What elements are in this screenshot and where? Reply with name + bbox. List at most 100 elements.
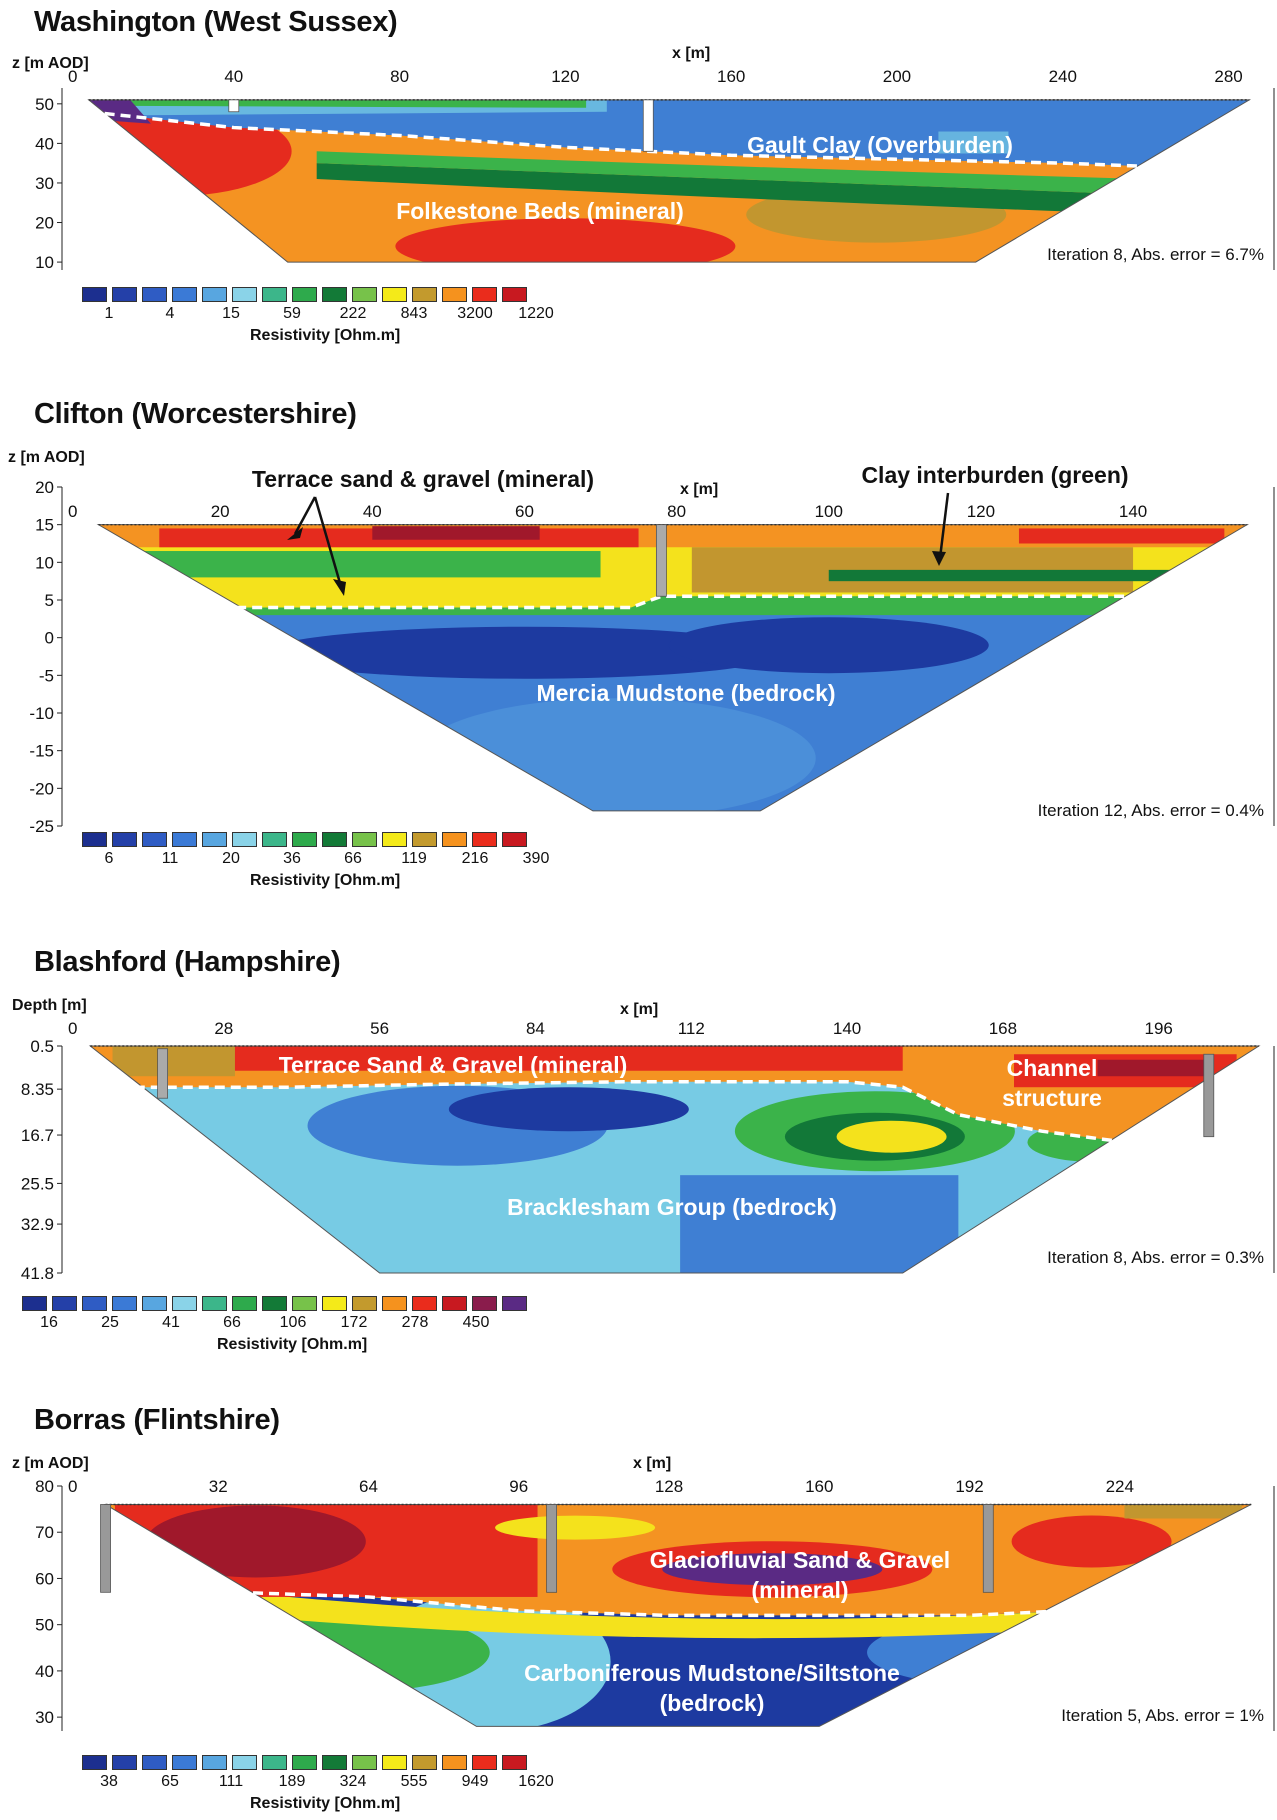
legend-label: 36 [283, 850, 301, 867]
legend-swatch [502, 1296, 527, 1311]
legend-swatch [142, 1296, 167, 1311]
gravel-zone [836, 1120, 947, 1153]
legend-swatch [262, 1755, 287, 1770]
legend-label: 20 [222, 850, 240, 867]
y-axis-label: z [m AOD] [8, 449, 85, 466]
moderate-resistivity-zone [1124, 1504, 1242, 1519]
annotation-channel-line1: Channel [1007, 1055, 1098, 1081]
y-tick-label: 8.35 [21, 1080, 54, 1099]
legend-swatch [322, 1296, 347, 1311]
panel-title: Borras (Flintshire) [34, 1404, 280, 1436]
near-surface-band [101, 99, 587, 108]
low-resistivity-zone [448, 1087, 689, 1132]
x-axis-label: x [m] [672, 45, 711, 62]
borehole-marker [655, 524, 667, 597]
legend-title: Resistivity [Ohm.m] [250, 1795, 401, 1812]
transition-band [220, 596, 1210, 616]
y-tick-label: 60 [35, 1569, 54, 1588]
x-tick-label: 128 [655, 1477, 683, 1496]
legend-swatch [472, 287, 497, 302]
annotation-mercia-mudstone: Mercia Mudstone (bedrock) [536, 680, 835, 706]
x-tick-label: 20 [211, 502, 230, 521]
color-legend: 6 11 20 36 66 119 216 390 Resistivity [Ohm.m] [82, 832, 549, 890]
annotation-bracklesham-group: Bracklesham Group (bedrock) [507, 1194, 837, 1220]
borehole-marker [100, 1504, 111, 1593]
y-tick-label: 50 [35, 1616, 54, 1635]
legend-label: 41 [162, 1314, 180, 1331]
arrow-line [938, 492, 950, 559]
legend-swatch [202, 1296, 227, 1311]
legend-swatch [262, 832, 287, 847]
legend-swatch [442, 1296, 467, 1311]
resistivity-section-washington: 50 40 30 20 10 0 40 80 120 160 200 240 280 Iteration … [35, 67, 1275, 272]
y-tick-label: 0 [45, 629, 54, 648]
annotation-terrace-sand-gravel: Terrace Sand & Gravel (mineral) [279, 1052, 628, 1078]
borehole-marker [982, 1504, 994, 1593]
high-resistivity-zone [179, 1046, 903, 1071]
y-tick-label: -20 [29, 779, 54, 798]
y-tick-label: -10 [29, 704, 54, 723]
legend-swatch [232, 287, 257, 302]
borehole-marker [157, 1048, 169, 1099]
high-resistivity-zone [1018, 528, 1225, 544]
legend-swatch [292, 1755, 317, 1770]
legend-label: 1620 [518, 1773, 554, 1790]
very-high-resistivity-zone [1097, 1059, 1209, 1077]
legend-label: 450 [462, 1314, 490, 1331]
annotation-gault-clay: Gault Clay (Overburden) [747, 132, 1013, 158]
color-legend: 38 65 111 189 324 555 949 1620 Resistivity [Ohm.… [82, 1755, 554, 1813]
iteration-note: Iteration 5, Abs. error = 1% [1061, 1706, 1264, 1725]
legend-swatch [82, 832, 107, 847]
legend-swatch [412, 287, 437, 302]
y-tick-label: 32.9 [21, 1215, 54, 1234]
legend-swatch [322, 287, 347, 302]
low-resistivity-zone [264, 626, 785, 679]
y-tick-label: 10 [35, 253, 54, 272]
x-tick-label: 32 [209, 1477, 228, 1496]
legend-title: Resistivity [Ohm.m] [217, 1336, 368, 1353]
x-tick-label: 120 [551, 67, 579, 86]
legend-swatch [382, 1755, 407, 1770]
legend-label: 222 [339, 305, 367, 322]
x-tick-label: 0 [68, 1477, 77, 1496]
clay-interburden [128, 551, 601, 578]
x-tick-label: 168 [989, 1019, 1017, 1038]
legend-swatch [472, 1296, 497, 1311]
legend-swatch [382, 287, 407, 302]
legend-label: 189 [278, 1773, 306, 1790]
legend-swatch [502, 287, 527, 302]
x-tick-label: 56 [370, 1019, 389, 1038]
legend-swatch [202, 287, 227, 302]
arrow-head [287, 527, 303, 540]
legend-label: 38 [100, 1773, 118, 1790]
x-tick-label: 0 [68, 502, 77, 521]
y-tick-label: 41.8 [21, 1264, 54, 1283]
legend-swatch [112, 1755, 137, 1770]
x-tick-label: 80 [667, 502, 686, 521]
legend-swatch [52, 1296, 77, 1311]
legend-label: 15 [222, 305, 240, 322]
y-tick-label: 0.5 [30, 1037, 54, 1056]
y-tick-label: 80 [35, 1477, 54, 1496]
y-tick-label: 40 [35, 134, 54, 153]
legend-label: 119 [401, 850, 427, 867]
legend-swatch [22, 1296, 47, 1311]
x-tick-label: 96 [509, 1477, 528, 1496]
moderate-resistivity-zone [938, 131, 1009, 154]
iteration-note: Iteration 8, Abs. error = 6.7% [1047, 245, 1264, 264]
panel-washington: Washington (West Sussex) z [m AOD] x [m]… [0, 0, 1277, 360]
x-tick-label: 120 [967, 502, 995, 521]
layer-boundary [220, 594, 1210, 610]
legend-swatch [352, 832, 377, 847]
legend-label: 106 [279, 1314, 307, 1331]
x-tick-label: 80 [390, 67, 409, 86]
legend-swatch [202, 832, 227, 847]
y-tick-label: 25.5 [21, 1174, 54, 1193]
legend-label: 4 [165, 305, 175, 322]
legend-label: 25 [101, 1314, 119, 1331]
legend-swatches [82, 832, 532, 847]
x-tick-label: 200 [883, 67, 911, 86]
transition-band [316, 151, 1146, 195]
